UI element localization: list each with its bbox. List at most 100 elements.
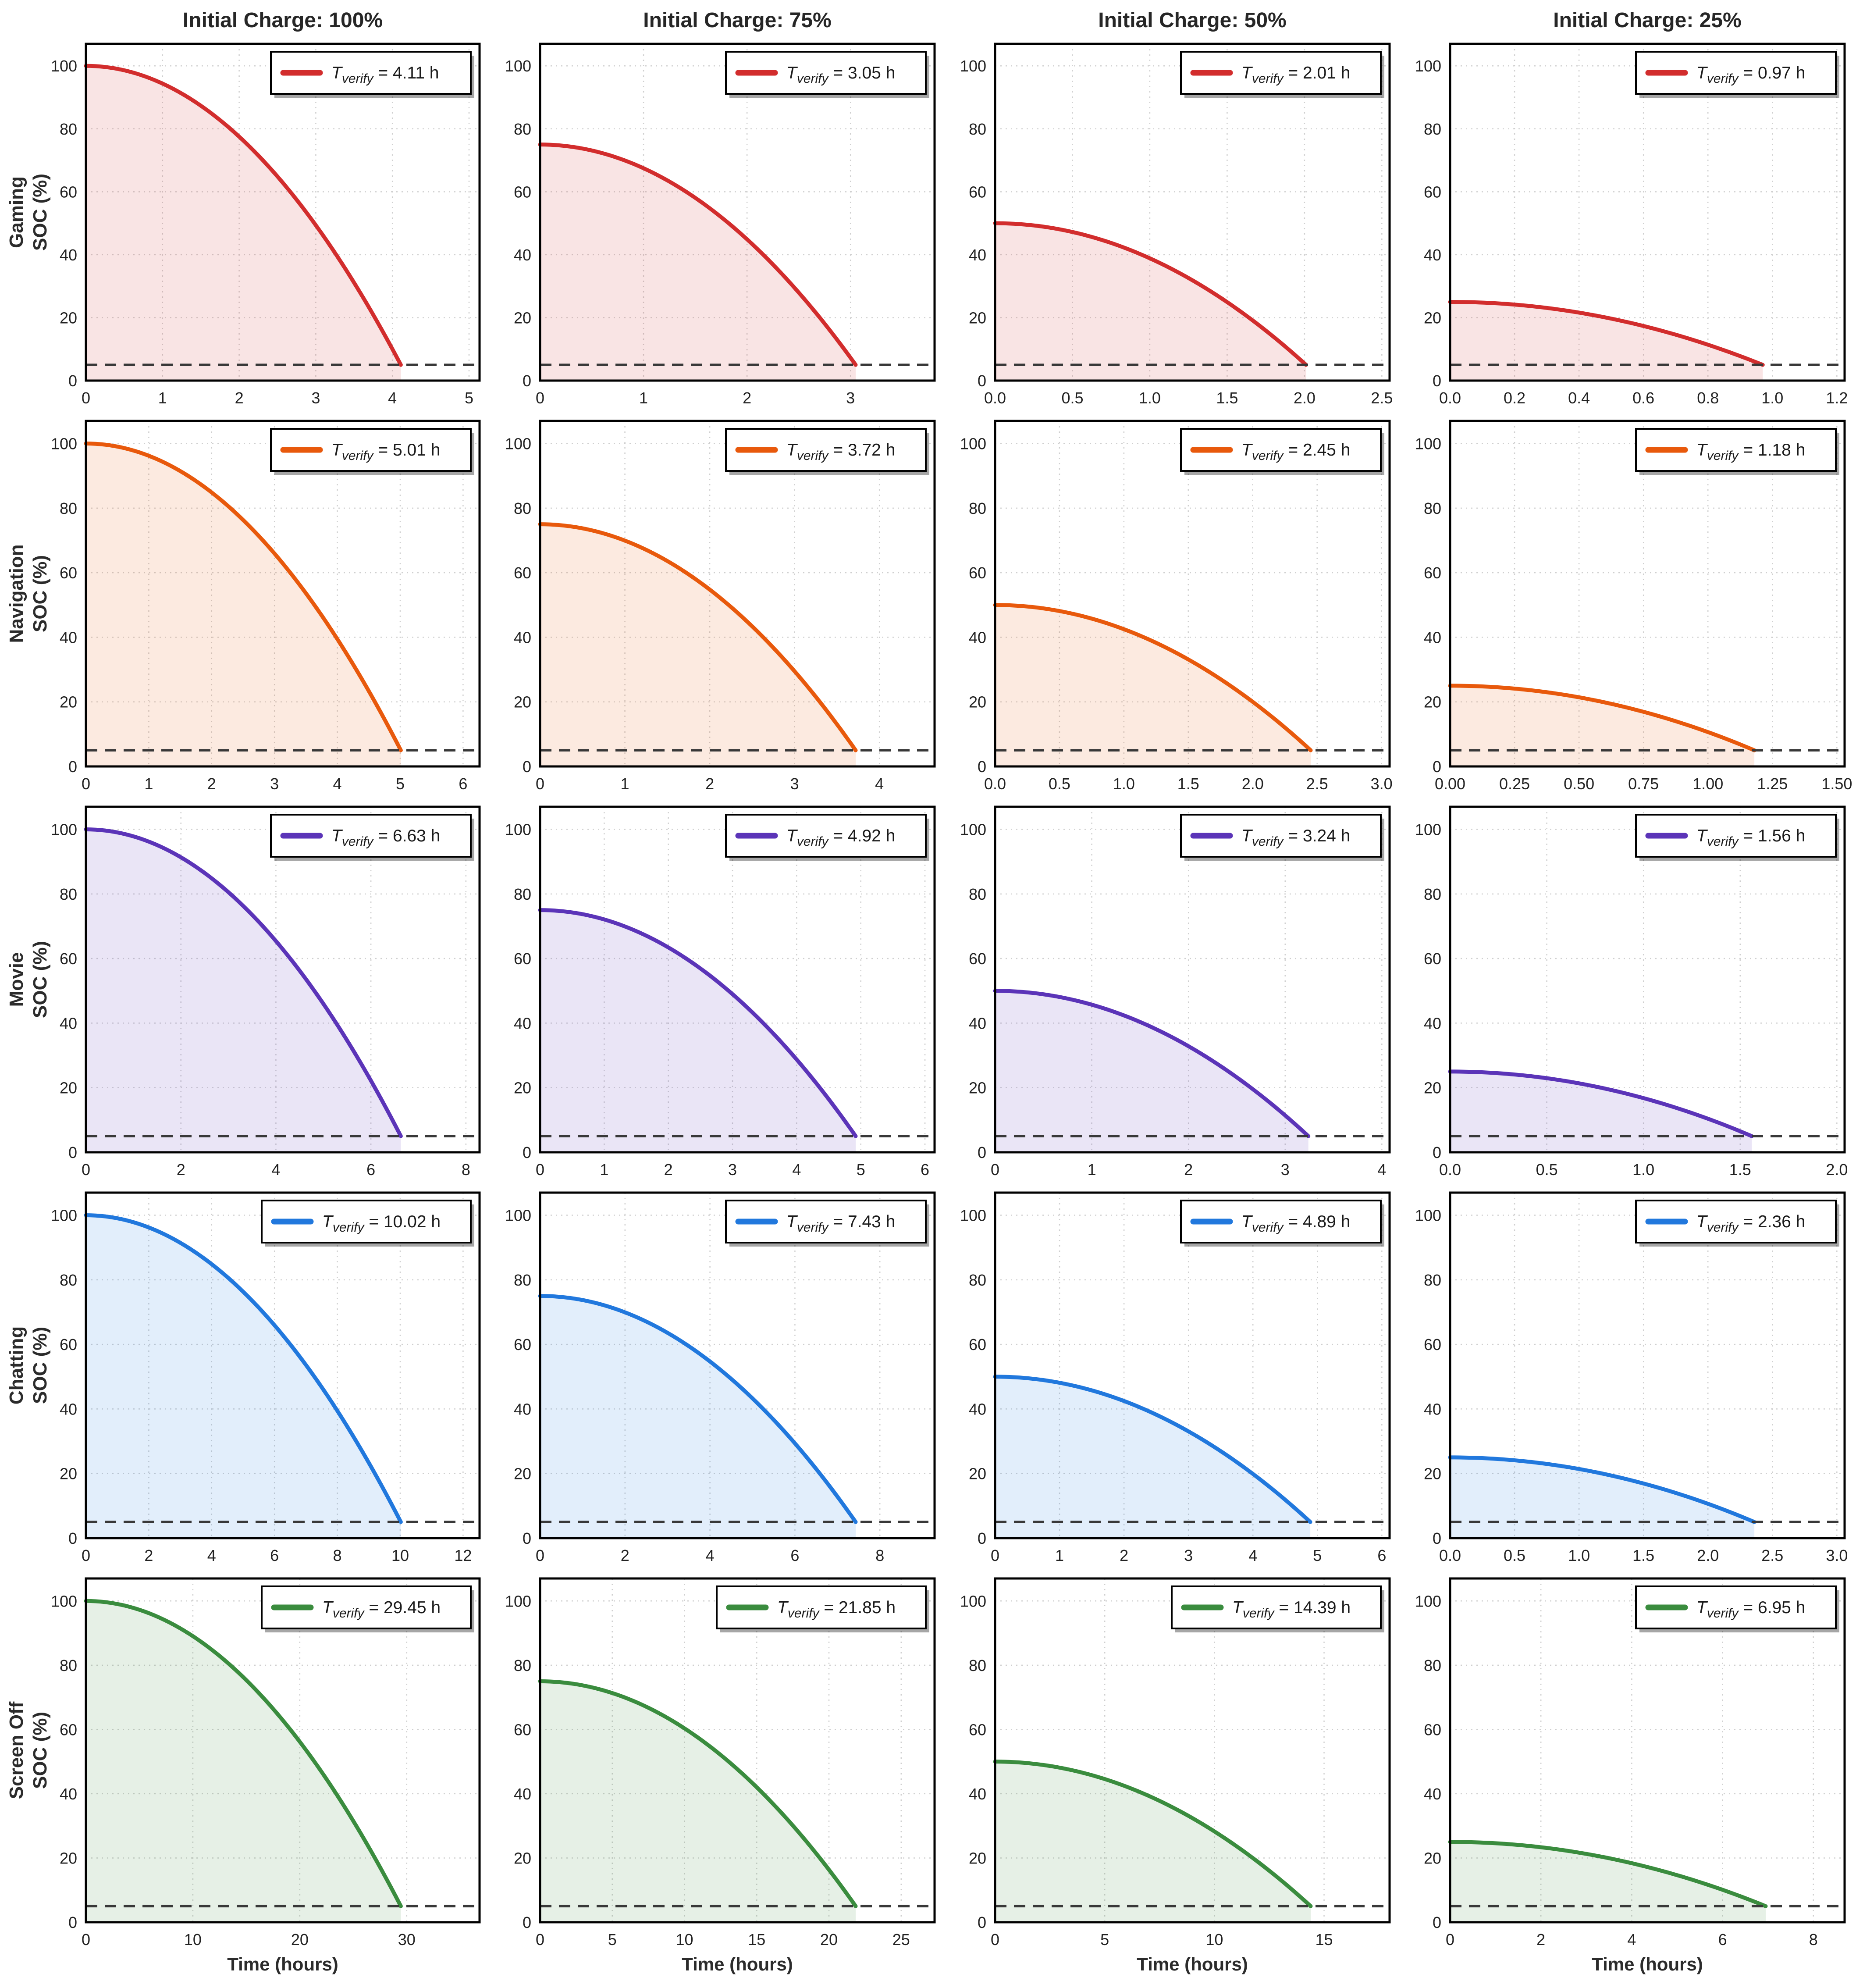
y-axis-label: SOC (%) [29, 941, 51, 1018]
y-tick-label: 100 [960, 435, 986, 453]
subplot-canvas: Initial Charge: 100% Gaming SOC (%) 0 1 2 3 4 5 0… [6, 9, 481, 407]
y-tick-label: 20 [969, 1849, 986, 1867]
soc-curve [84, 827, 403, 1138]
soc-curve [993, 1375, 1312, 1524]
y-tick-label: 40 [60, 1785, 77, 1803]
soc-area-fill [540, 910, 856, 1152]
subplot-gaming-50: Initial Charge: 50% 0.0 0.5 1.0 1.5 2.0 2.5 0 20… [946, 0, 1401, 412]
subplot-chatting-100: Chatting SOC (%) 0 2 4 6 8 10 12 0 20 40 60 80 100 Tver… [0, 1184, 491, 1570]
x-tick-label: 4 [271, 1161, 280, 1179]
y-tick-label: 60 [60, 1336, 77, 1354]
soc-area-fill [995, 990, 1308, 1152]
y-tick-label: 20 [1424, 309, 1441, 327]
subplot-canvas: 0.0 0.5 1.0 1.5 2.0 0 20 40 60 80 100 Tverify = 1.5… [1415, 805, 1848, 1179]
soc-area-fill [540, 524, 856, 766]
soc-curve [1448, 1455, 1756, 1524]
x-tick-label: 0 [536, 389, 544, 407]
x-tick-label: 3 [311, 389, 320, 407]
x-tick-label: 6 [459, 775, 467, 793]
y-tick-label: 100 [51, 821, 77, 839]
legend: Tverify = 5.01 h [270, 428, 474, 475]
legend-box [725, 428, 927, 472]
x-tick-label: 3 [270, 775, 279, 793]
soc-area-fill [995, 605, 1311, 766]
y-tick-label: 40 [514, 628, 531, 646]
x-tick-label: 10 [184, 1931, 202, 1949]
x-tick-label: 0.00 [1435, 775, 1465, 793]
y-tick-label: 100 [51, 435, 77, 453]
x-tick-label: 0 [1446, 1931, 1454, 1949]
x-tick-label: 3 [1184, 1546, 1193, 1564]
subplot-screen-off-50: 0 5 10 15 0 20 40 60 80 100 Time (hours) Tverify = … [946, 1570, 1401, 1988]
y-tick-label: 0 [523, 1144, 531, 1161]
axes-border [539, 805, 936, 1154]
y-tick-label: 80 [514, 885, 531, 903]
y-tick-label: 60 [60, 564, 77, 582]
x-tick-label: 0.75 [1628, 775, 1659, 793]
subplot-gaming-100: Initial Charge: 100% Gaming SOC (%) 0 1 2 3 4 5 0… [0, 0, 491, 412]
legend: Tverify = 21.85 h [716, 1585, 929, 1632]
y-tick-label: 80 [969, 1271, 986, 1289]
y-tick-label: 60 [60, 183, 77, 201]
subplot-canvas: Initial Charge: 25% 0.0 0.2 0.4 0.6 0.8 1.0 1.2… [1415, 9, 1848, 407]
subplot-canvas: Initial Charge: 75% 0 1 2 3 0 20 40 60 80 100 Tveri… [505, 9, 936, 407]
legend-label: Tverify = 6.63 h [331, 827, 440, 849]
y-tick-label: 60 [514, 1336, 531, 1354]
x-axis-label: Time (hours) [1592, 1954, 1703, 1974]
legend-box [1635, 1585, 1837, 1629]
soc-curve [84, 1599, 403, 1908]
x-tick-label: 5 [465, 389, 473, 407]
x-tick-label: 1 [639, 389, 648, 407]
subplot-movie-50: 0 1 2 3 4 0 20 40 60 80 100 Tverify = 3.24 h [946, 798, 1401, 1184]
soc-area-fill [86, 1215, 401, 1538]
axes-border [1449, 420, 1846, 768]
x-tick-label: 2 [621, 1546, 629, 1564]
x-tick-label: 1.0 [1761, 389, 1783, 407]
y-tick-label: 100 [960, 1592, 986, 1610]
axes-border [539, 1577, 936, 1924]
subplot-canvas: 0 5 10 15 20 25 0 20 40 60 80 100 Time (hours) Tverif… [505, 1577, 936, 1974]
y-tick-label: 100 [51, 1592, 77, 1610]
legend: Tverify = 7.43 h [725, 1200, 929, 1247]
y-tick-label: 40 [969, 1785, 986, 1803]
y-tick-label: 80 [969, 499, 986, 517]
subplot-movie-100: Movie SOC (%) 0 2 4 6 8 0 20 40 60 80 100 Tverify = 6… [0, 798, 491, 1184]
soc-curve [84, 442, 403, 752]
legend-label: Tverify = 4.89 h [1241, 1212, 1350, 1235]
axes-border [1449, 805, 1846, 1154]
y-tick-label: 0 [1433, 372, 1441, 390]
x-tick-label: 3 [790, 775, 799, 793]
subplot-canvas: 0.0 0.5 1.0 1.5 2.0 2.5 3.0 0 20 40 60 80 100 Tverify… [1415, 1191, 1848, 1564]
legend-label: Tverify = 1.18 h [1696, 441, 1805, 463]
y-tick-label: 60 [514, 950, 531, 968]
y-tick-label: 60 [969, 183, 986, 201]
x-tick-label: 3 [846, 389, 855, 407]
x-tick-label: 0.2 [1504, 389, 1525, 407]
x-tick-label: 2 [207, 775, 216, 793]
y-tick-label: 20 [514, 1465, 531, 1483]
legend-label: Tverify = 2.01 h [1241, 64, 1350, 86]
y-tick-label: 80 [60, 885, 77, 903]
y-tick-label: 100 [505, 1207, 531, 1225]
y-tick-label: 80 [60, 1271, 77, 1289]
soc-area-fill [995, 223, 1306, 381]
gridlines [995, 44, 1390, 381]
x-tick-label: 0.8 [1697, 389, 1719, 407]
x-tick-label: 5 [857, 1161, 865, 1179]
legend: Tverify = 1.18 h [1635, 428, 1839, 475]
subplot-canvas: 0.0 0.5 1.0 1.5 2.0 2.5 3.0 0 20 40 60 80 100 Tverify… [960, 420, 1393, 793]
x-tick-label: 1 [600, 1161, 608, 1179]
y-tick-label: 40 [60, 628, 77, 646]
y-tick-label: 100 [960, 1207, 986, 1225]
column-title: Initial Charge: 100% [183, 9, 383, 32]
y-tick-label: 100 [1415, 1207, 1441, 1225]
legend-label: Tverify = 4.11 h [331, 64, 439, 86]
y-tick-label: 80 [969, 1657, 986, 1674]
y-tick-label: 40 [1424, 1400, 1441, 1418]
x-tick-label: 4 [388, 389, 397, 407]
y-tick-label: 80 [1424, 1657, 1441, 1674]
x-tick-label: 1.0 [1632, 1161, 1654, 1179]
y-tick-label: 100 [51, 1207, 77, 1225]
x-tick-label: 3 [1281, 1161, 1290, 1179]
